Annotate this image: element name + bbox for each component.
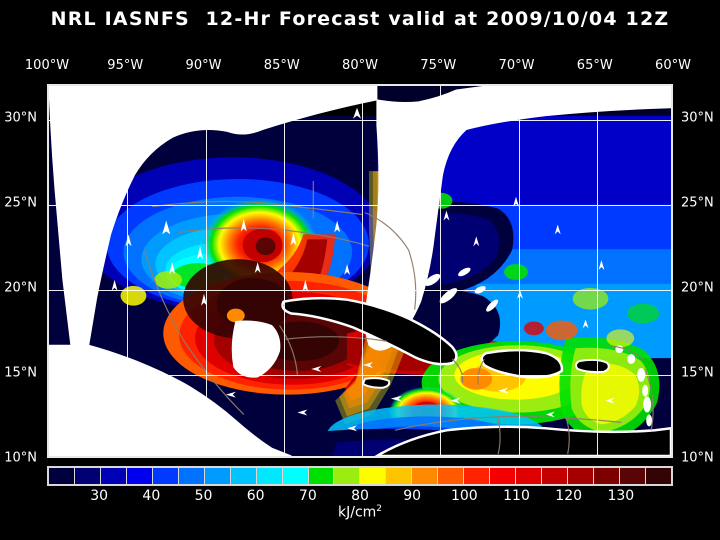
- lon-tick-label: 85°W: [263, 58, 300, 73]
- colorbar-swatch: [100, 468, 127, 484]
- lat-tick-label-left: 20°N: [4, 280, 37, 296]
- gridline-vertical: [205, 86, 207, 456]
- colorbar-tick-label: 50: [194, 488, 213, 504]
- colorbar-swatch: [152, 468, 179, 484]
- colorbar-swatch: [334, 468, 361, 484]
- ohc-field-svg: [49, 86, 671, 456]
- colorbar-swatch: [282, 468, 309, 484]
- gridline-vertical: [596, 86, 598, 456]
- lat-tick-label-right: 15°N: [681, 365, 714, 381]
- colorbar-swatch: [516, 468, 543, 484]
- colorbar-tick-label: 40: [142, 488, 161, 504]
- colorbar-tick-label: 130: [607, 488, 635, 504]
- gridline-horizontal: [49, 290, 671, 291]
- colorbar-tick-label: 60: [246, 488, 265, 504]
- colorbar-swatch: [204, 468, 231, 484]
- colorbar-unit-label: kJ/cm2: [0, 504, 720, 521]
- lon-tick-label: 80°W: [342, 58, 378, 73]
- lon-tick-label: 60°W: [655, 58, 691, 73]
- colorbar-tick-label: 120: [555, 488, 583, 504]
- colorbar-swatch: [308, 468, 335, 484]
- colorbar-tick-label: 80: [351, 488, 369, 504]
- page-title: NRL IASNFS 12-Hr Forecast valid at 2009/…: [50, 8, 670, 30]
- colorbar-swatch: [256, 468, 283, 484]
- colorbar-tick-label: 70: [298, 488, 317, 504]
- ohc-contour-field: [49, 86, 671, 456]
- lat-tick-label-left: 15°N: [4, 365, 37, 381]
- lon-tick-label: 70°W: [498, 58, 535, 73]
- gridline-vertical: [518, 86, 520, 456]
- colorbar-swatch: [645, 468, 671, 484]
- colorbar-tick-label: 30: [90, 488, 109, 504]
- colorbar-tick-label: 110: [503, 488, 530, 504]
- colorbar-swatch: [594, 468, 620, 484]
- colorbar-unit-exponent: 2: [376, 504, 383, 514]
- lat-tick-label-right: 25°N: [681, 195, 714, 211]
- lat-tick-label-right: 30°N: [681, 110, 714, 126]
- colorbar: [47, 466, 673, 486]
- colorbar-swatch: [568, 468, 595, 484]
- lon-tick-label: 90°W: [185, 58, 222, 73]
- lon-tick-label: 75°W: [420, 58, 457, 73]
- lat-tick-label-left: 10°N: [4, 450, 37, 466]
- colorbar-swatch: [74, 468, 101, 484]
- gridline-vertical: [283, 86, 285, 456]
- gridline-horizontal: [49, 205, 671, 206]
- gridline-horizontal: [49, 375, 671, 376]
- gridline-horizontal: [49, 120, 671, 121]
- colorbar-swatch: [360, 468, 387, 484]
- colorbar-swatch: [230, 468, 257, 484]
- colorbar-swatch: [386, 468, 413, 484]
- ohc-annotation: OHC: [143, 406, 188, 426]
- colorbar-swatch: [490, 468, 517, 484]
- colorbar-unit-text: kJ/cm: [337, 504, 377, 521]
- colorbar-swatch: [619, 468, 646, 484]
- gridline-vertical: [127, 86, 129, 456]
- lat-tick-label-left: 25°N: [4, 195, 37, 211]
- lat-tick-label-right: 10°N: [681, 450, 714, 466]
- lat-tick-label-right: 20°N: [681, 280, 714, 296]
- colorbar-swatch: [412, 468, 439, 484]
- lat-tick-label-left: 30°N: [4, 110, 37, 126]
- colorbar-swatch: [542, 468, 569, 484]
- colorbar-swatch: [438, 468, 465, 484]
- colorbar-swatch: [126, 468, 153, 484]
- gridline-vertical: [362, 86, 363, 456]
- colorbar-swatch: [49, 468, 75, 484]
- colorbar-swatch: [464, 468, 491, 484]
- colorbar-tick-label: 90: [403, 488, 422, 504]
- lon-tick-label: 65°W: [576, 58, 613, 73]
- colorbar-tick-label: 100: [450, 488, 478, 504]
- lon-tick-label: 100°W: [24, 58, 70, 73]
- map-plot-area: [47, 84, 673, 458]
- lon-tick-label: 95°W: [107, 58, 144, 73]
- gridline-vertical: [440, 86, 442, 456]
- colorbar-swatch: [178, 468, 205, 484]
